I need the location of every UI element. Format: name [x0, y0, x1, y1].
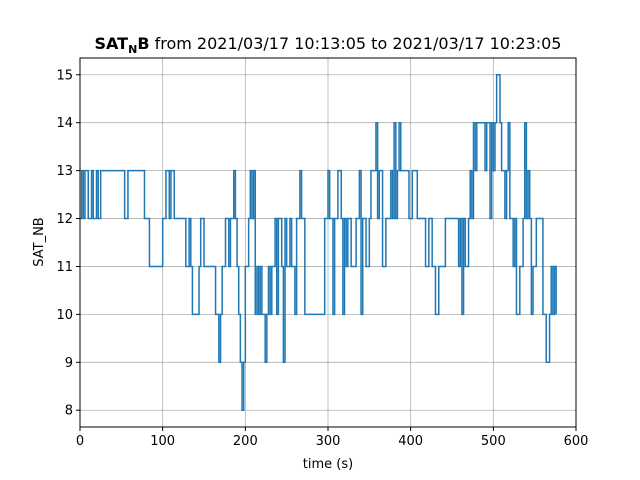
- y-ticks: 8 9 10 11 12 13 14 15: [56, 68, 80, 419]
- x-ticks: 0 100 200 300 400 500 600: [76, 427, 589, 449]
- series: [80, 74, 557, 411]
- y-tick-label: 14: [56, 116, 73, 131]
- y-tick-label: 9: [65, 356, 73, 371]
- x-tick-label: 500: [481, 434, 506, 449]
- y-tick-label: 15: [56, 68, 73, 83]
- title-bold-after: B: [137, 34, 149, 53]
- title-bold-subscript: N: [128, 43, 137, 56]
- title-rest: from 2021/03/17 10:13:05 to 2021/03/17 1…: [150, 34, 562, 53]
- x-tick-label: 100: [150, 434, 175, 449]
- y-tick-label: 10: [56, 308, 73, 323]
- y-tick-label: 8: [65, 404, 73, 419]
- x-tick-label: 0: [76, 434, 84, 449]
- x-tick-label: 300: [316, 434, 341, 449]
- x-tick-label: 200: [233, 434, 258, 449]
- x-axis-label: time (s): [303, 457, 353, 472]
- y-tick-label: 12: [56, 212, 73, 227]
- chart-title: SATNB from 2021/03/17 10:13:05 to 2021/0…: [95, 34, 562, 56]
- title-bold-main: SAT: [95, 34, 129, 53]
- y-tick-label: 11: [56, 260, 73, 275]
- y-axis-label: SAT_NB: [32, 217, 47, 266]
- y-tick-label: 13: [56, 164, 73, 179]
- x-tick-label: 600: [564, 434, 589, 449]
- series-line: [80, 74, 557, 411]
- x-tick-label: 400: [398, 434, 423, 449]
